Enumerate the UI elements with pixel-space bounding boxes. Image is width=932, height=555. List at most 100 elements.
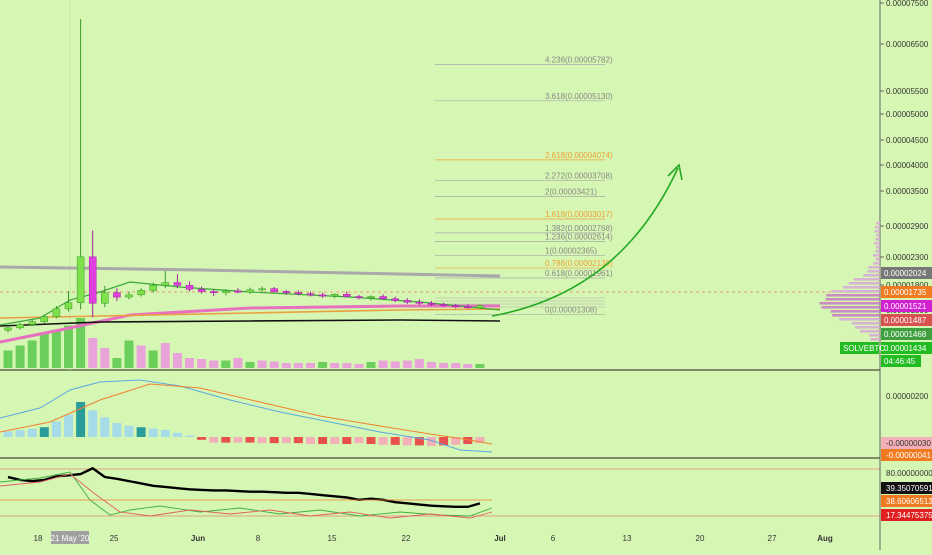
macd-histogram-bar xyxy=(330,437,340,444)
volume-bar xyxy=(27,340,37,368)
price-tick-label: 0.00004500 xyxy=(886,136,929,145)
candle-body xyxy=(185,285,194,290)
candle-body xyxy=(16,324,24,329)
volume-bar xyxy=(88,338,98,368)
macd-histogram-bar xyxy=(245,437,255,443)
price-label-box xyxy=(881,328,932,340)
macd-histogram-bar xyxy=(233,437,243,443)
macd-histogram-bar xyxy=(414,437,424,446)
price-label: 0.00002024 xyxy=(884,269,927,278)
macd-histogram-bar xyxy=(354,437,364,444)
candle-body xyxy=(258,288,266,291)
macd-histogram-bar xyxy=(427,437,436,446)
candle-body xyxy=(318,294,327,297)
volume-bar xyxy=(185,358,194,368)
osc-tick-label: 80.00000000 xyxy=(886,469,932,478)
macd-histogram-bar xyxy=(148,428,158,437)
ma-orange-line xyxy=(0,308,501,319)
ma-pink-line xyxy=(0,304,500,344)
macd-histogram-bar xyxy=(402,437,412,446)
volume-profile-bar xyxy=(874,226,880,229)
macd-histogram-bar xyxy=(100,417,110,437)
fib-level-label: 4.236(0.00005782) xyxy=(545,55,613,64)
time-tick-label: Jul xyxy=(494,534,506,543)
volume-profile-bar xyxy=(848,282,880,285)
ma-black-line xyxy=(0,319,501,327)
volume-profile-bar xyxy=(853,278,880,281)
ma-gray-line xyxy=(0,265,501,278)
macd-histogram-bar xyxy=(3,431,13,437)
oscillator-k-line xyxy=(0,471,493,517)
macd-histogram-bar xyxy=(15,430,25,437)
price-axis[interactable]: 0.00007500 0.00006500 0.00005500 0.00005000… xyxy=(840,0,932,521)
candles xyxy=(4,19,484,333)
symbol-tag: SOLVEBTC xyxy=(843,344,885,353)
volume-profile-bar xyxy=(874,230,880,233)
time-axis[interactable]: 18 21 May '20 25 Jun 8 15 22 Jul 6 13 20 27 Aug xyxy=(34,531,833,544)
macd-histogram-bar xyxy=(172,432,182,437)
osc-tick-label: 39.35070591 xyxy=(886,484,932,493)
candle-body xyxy=(52,308,61,317)
macd-histogram-bar xyxy=(318,437,328,444)
candle-body xyxy=(197,289,206,292)
volume-bar xyxy=(15,345,25,368)
time-tick-label: 6 xyxy=(551,534,556,543)
price-tick-label: 0.00001800 xyxy=(886,281,929,290)
volume-profile-bar xyxy=(875,250,880,253)
volume-bar xyxy=(330,363,340,368)
candle-body xyxy=(355,296,363,298)
price-tick-label: 0.00004000 xyxy=(886,161,929,170)
macd-histogram-bar xyxy=(185,435,194,437)
volume-bar xyxy=(293,363,303,368)
candle-body xyxy=(113,292,121,298)
oscillator-main-line xyxy=(7,466,481,509)
price-label: 0.00001735 xyxy=(884,288,927,297)
projection-arrow-path xyxy=(491,167,679,317)
time-tick-label: Aug xyxy=(817,534,833,543)
macd-histogram-bar xyxy=(136,427,146,437)
candle-body xyxy=(464,306,472,309)
time-tick-label: 21 May '20 xyxy=(51,534,90,543)
volume-profile-bar xyxy=(831,290,880,293)
volume-profile-bar xyxy=(875,238,880,241)
fib-level-label: 1(0.00002365) xyxy=(545,246,597,255)
macd-label-box xyxy=(881,437,932,449)
price-label: 0.00001468 xyxy=(884,330,927,339)
candle-body xyxy=(222,290,230,293)
osc-label-box xyxy=(881,482,932,494)
volume-bar xyxy=(209,360,219,368)
volume-bar xyxy=(402,360,412,368)
fib-level-label: 1.618(0.00003017) xyxy=(545,210,613,219)
volume-bar xyxy=(39,333,49,368)
time-tick-label: 25 xyxy=(110,534,119,543)
candle-body xyxy=(173,282,182,286)
time-tick-label: 8 xyxy=(256,534,261,543)
macd-pane xyxy=(0,379,493,453)
fib-level-label: 3.618(0.00005130) xyxy=(545,92,613,101)
price-tick-label: 0.00003500 xyxy=(886,187,929,196)
volume-bar xyxy=(281,363,291,368)
volume-bar xyxy=(64,325,73,368)
macd-label-box xyxy=(881,449,932,461)
macd-histogram-bar xyxy=(306,437,315,444)
volume-profile-bar xyxy=(819,302,880,305)
macd-histogram-bar xyxy=(221,437,231,443)
volume-bar xyxy=(366,362,376,368)
macd-tick-label: -0.00000041 xyxy=(886,451,931,460)
fib-level-label: 0.618(0.00001961) xyxy=(545,269,613,278)
macd-histogram-bar xyxy=(64,414,73,437)
fib-level-label: 0.786(0.00002139) xyxy=(545,259,613,268)
volume-bar xyxy=(414,359,424,368)
volume-profile-bar xyxy=(832,314,880,317)
volume-bar xyxy=(378,360,388,368)
candle-body xyxy=(282,291,291,293)
candle-body xyxy=(209,291,218,293)
volume-profile-bar xyxy=(855,326,880,329)
macd-histogram-bar xyxy=(257,437,267,444)
candle-body xyxy=(149,285,157,291)
price-tick-label: 0.00006500 xyxy=(886,40,929,49)
countdown-box xyxy=(881,355,921,367)
macd-histogram-bar xyxy=(366,437,376,444)
